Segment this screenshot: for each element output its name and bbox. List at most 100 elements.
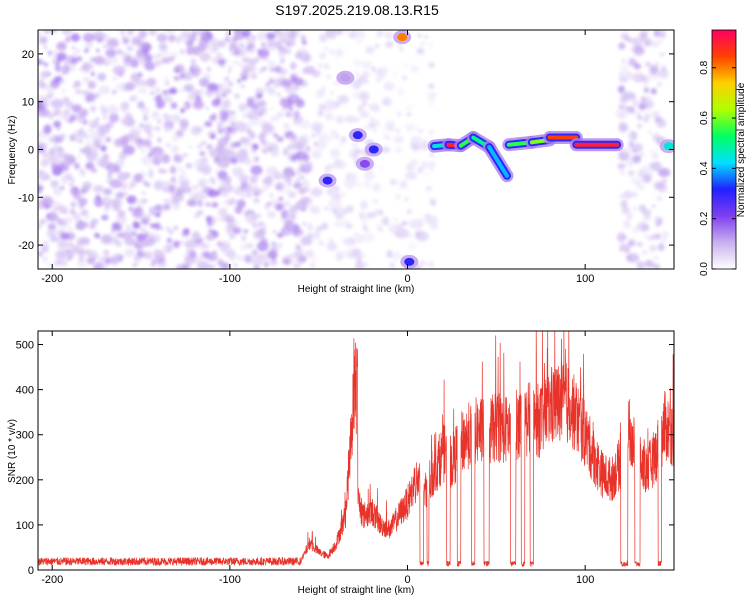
noise-blob xyxy=(116,232,122,238)
noise-blob xyxy=(623,222,632,230)
noise-blob xyxy=(366,211,373,219)
noise-blob xyxy=(283,212,290,218)
noise-blob xyxy=(287,182,292,186)
noise-blob xyxy=(68,227,74,232)
noise-blob xyxy=(96,48,100,53)
noise-blob xyxy=(160,180,167,185)
noise-blob xyxy=(53,111,58,116)
noise-blob xyxy=(269,193,274,198)
noise-blob xyxy=(106,121,114,129)
noise-blob xyxy=(44,84,56,93)
noise-blob xyxy=(276,92,281,97)
noise-blob xyxy=(256,213,262,218)
blob-core xyxy=(368,145,379,154)
noise-blob xyxy=(263,257,269,262)
noise-blob xyxy=(643,117,648,123)
noise-blob xyxy=(90,131,99,141)
y-tick-label: 400 xyxy=(16,385,34,397)
noise-blob xyxy=(38,251,43,257)
noise-blob xyxy=(59,79,66,85)
noise-blob xyxy=(303,178,307,183)
noise-blob xyxy=(101,214,109,221)
noise-blob xyxy=(142,191,146,195)
noise-blob xyxy=(615,108,629,119)
noise-blob xyxy=(222,200,228,205)
y-tick-label: 0 xyxy=(28,565,34,577)
noise-blob xyxy=(330,129,338,138)
y-tick-label: -20 xyxy=(18,240,34,252)
noise-blob xyxy=(428,41,434,48)
noise-blob xyxy=(205,233,216,241)
noise-blob xyxy=(636,260,645,269)
noise-blob xyxy=(57,202,63,208)
x-tick-label: 100 xyxy=(576,574,594,586)
noise-blob xyxy=(39,218,47,225)
noise-blob xyxy=(394,217,398,222)
noise-blob xyxy=(234,93,240,100)
noise-blob xyxy=(192,30,196,34)
noise-blob xyxy=(639,115,643,120)
noise-blob xyxy=(183,103,188,109)
noise-blob xyxy=(644,234,648,238)
noise-blob xyxy=(195,95,202,101)
noise-blob xyxy=(196,261,211,269)
noise-blob xyxy=(306,222,314,232)
x-tick-label: -200 xyxy=(41,273,63,285)
noise-blob xyxy=(346,205,354,213)
noise-blob xyxy=(373,129,377,133)
noise-blob xyxy=(207,188,216,197)
noise-blob xyxy=(163,114,171,122)
noise-blob xyxy=(115,191,125,200)
noise-blob xyxy=(251,34,256,40)
noise-blob xyxy=(362,71,370,78)
noise-blob xyxy=(40,195,54,206)
noise-blob xyxy=(120,30,125,35)
noise-blob xyxy=(385,41,394,48)
noise-blob xyxy=(288,253,294,259)
noise-blob xyxy=(38,185,44,191)
noise-blob xyxy=(128,206,134,212)
noise-blob xyxy=(372,182,381,192)
noise-blob xyxy=(76,237,85,247)
noise-blob xyxy=(79,169,84,173)
noise-blob xyxy=(222,126,233,134)
spectrogram-y-ticks: -20 -10 0 10 20 xyxy=(18,49,674,252)
noise-blob xyxy=(123,134,129,140)
noise-blob xyxy=(157,119,162,124)
noise-blob xyxy=(148,30,157,36)
noise-blob xyxy=(141,87,147,95)
noise-blob xyxy=(416,128,425,134)
noise-blob xyxy=(275,183,278,187)
noise-blob xyxy=(636,123,643,129)
noise-blob xyxy=(618,42,626,50)
noise-blob xyxy=(162,187,170,193)
noise-blob xyxy=(76,56,83,62)
noise-blob xyxy=(268,79,274,84)
blob-core xyxy=(340,73,351,82)
noise-blob xyxy=(354,172,358,177)
noise-blob xyxy=(266,142,279,153)
noise-blob xyxy=(621,58,626,64)
noise-blob xyxy=(141,218,150,225)
noise-blob xyxy=(58,110,68,119)
noise-blob xyxy=(304,187,310,193)
noise-blob xyxy=(72,212,81,222)
noise-blob xyxy=(302,222,307,226)
noise-blob xyxy=(291,154,297,161)
noise-blob xyxy=(644,61,652,67)
noise-blob xyxy=(404,197,409,202)
noise-blob xyxy=(100,33,110,43)
noise-blob xyxy=(275,30,286,39)
noise-blob xyxy=(205,202,211,207)
noise-blob xyxy=(93,198,99,203)
noise-blob xyxy=(150,90,155,96)
noise-blob xyxy=(148,168,154,173)
noise-blob xyxy=(419,215,425,222)
noise-blob xyxy=(70,201,77,208)
noise-blob xyxy=(173,76,179,81)
noise-blob xyxy=(300,34,306,41)
noise-blob xyxy=(170,113,181,123)
noise-blob xyxy=(264,45,269,51)
y-tick-label: 300 xyxy=(16,430,34,442)
noise-blob xyxy=(661,230,669,239)
